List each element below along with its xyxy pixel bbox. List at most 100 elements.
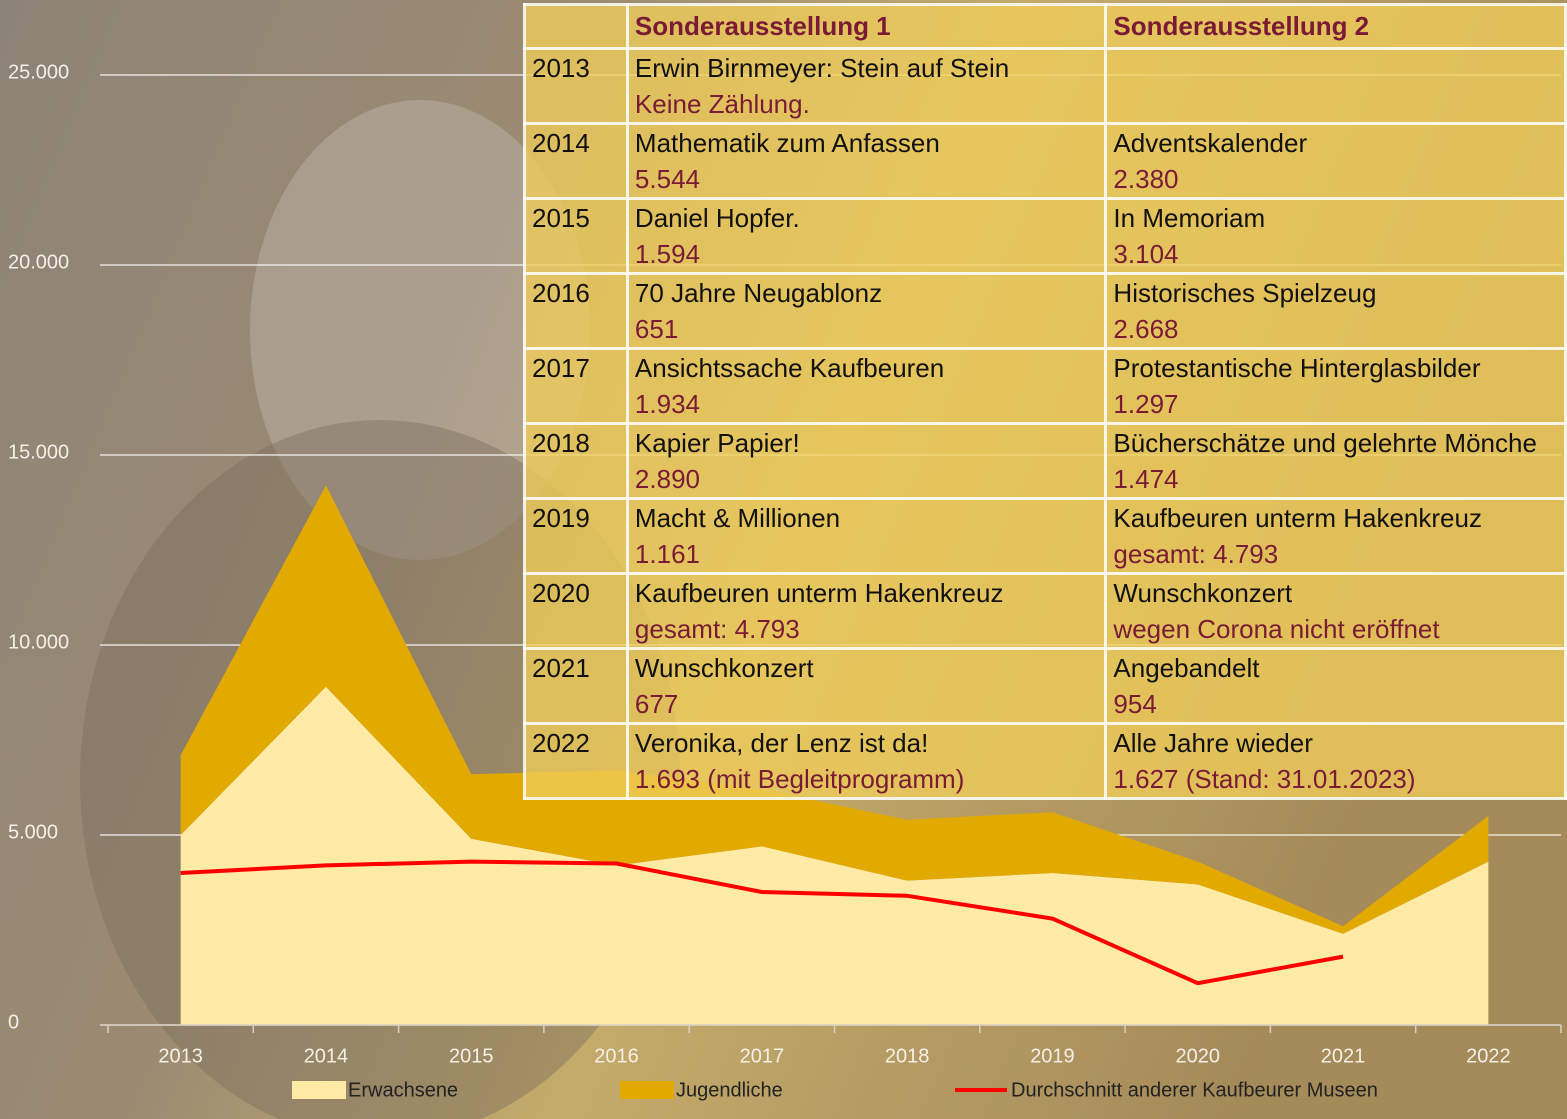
exhibition-table: Sonderausstellung 1 Sonderausstellung 2 … xyxy=(523,3,1567,800)
year-cell: 2021 xyxy=(523,647,629,725)
exhibit-title: Macht & Millionen xyxy=(634,503,841,533)
legend-label: Jugendliche xyxy=(676,1079,783,1101)
exhibit-visitors: gesamt: 4.793 xyxy=(634,614,800,644)
year-cell: 2016 xyxy=(523,272,629,350)
exhibit-cell: 70 Jahre Neugablonz 651 xyxy=(625,272,1108,350)
year-cell: 2013 xyxy=(523,47,629,125)
y-tick-label: 15.000 xyxy=(8,441,69,463)
exhibit-cell: Bücherschätze und gelehrte Mönche 1.474 xyxy=(1104,422,1567,500)
table-row: 2022 Veronika, der Lenz ist da! 1.693 (mit… xyxy=(523,722,1567,800)
table-row: 2019 Macht & Millionen 1.161 Kaufbeuren unt… xyxy=(523,497,1567,575)
exhibit-cell: Daniel Hopfer. 1.594 xyxy=(625,197,1108,275)
header-cell: Sonderausstellung 2 xyxy=(1104,3,1567,50)
exhibit-visitors: 1.474 xyxy=(1113,464,1179,494)
x-tick-label: 2020 xyxy=(1176,1045,1221,1067)
exhibit-cell: Kaufbeuren unterm Hakenkreuz gesamt: 4.79… xyxy=(1104,497,1567,575)
year-cell: 2015 xyxy=(523,197,629,275)
exhibit-visitors: 1.161 xyxy=(634,539,700,569)
year-cell: 2019 xyxy=(523,497,629,575)
table-row: 2014 Mathematik zum Anfassen 5.544 Adventsk… xyxy=(523,122,1567,200)
exhibit-visitors: 651 xyxy=(634,314,679,344)
table-header: Sonderausstellung 1 Sonderausstellung 2 xyxy=(523,3,1567,50)
exhibit-cell: Historisches Spielzeug 2.668 xyxy=(1104,272,1567,350)
exhibit-title: 70 Jahre Neugablonz xyxy=(634,278,883,308)
exhibit-title: Wunschkonzert xyxy=(1113,578,1293,608)
legend-swatch xyxy=(292,1081,346,1099)
exhibit-visitors: 677 xyxy=(634,689,679,719)
x-tick-label: 2013 xyxy=(158,1045,203,1067)
exhibit-title: Kaufbeuren unterm Hakenkreuz xyxy=(1113,503,1482,533)
exhibit-visitors: wegen Corona nicht eröffnet xyxy=(1113,614,1440,644)
exhibit-visitors: 1.594 xyxy=(634,239,700,269)
line xyxy=(180,859,1344,986)
exhibit-visitors: 2.668 xyxy=(1113,314,1179,344)
exhibit-title: Erwin Birnmeyer: Stein auf Stein xyxy=(634,53,1010,83)
exhibit-visitors: 5.544 xyxy=(634,164,700,194)
exhibit-title: Angebandelt xyxy=(1113,653,1260,683)
table-row: 2021 Wunschkonzert 677 Angebandelt 954 xyxy=(523,647,1567,725)
exhibit-title: Mathematik zum Anfassen xyxy=(634,128,940,158)
exhibit-visitors: 1.627 (Stand: 31.01.2023) xyxy=(1113,764,1416,794)
exhibit-visitors: 1.934 xyxy=(634,389,700,419)
exhibit-title: Historisches Spielzeug xyxy=(1113,278,1377,308)
exhibit-title: Bücherschätze und gelehrte Mönche xyxy=(1113,428,1537,458)
x-tick-label: 2022 xyxy=(1466,1045,1511,1067)
exhibit-title: Adventskalender xyxy=(1113,128,1308,158)
exhibit-cell: Wunschkonzert wegen Corona nicht eröffnet xyxy=(1104,572,1567,650)
exhibit-title: Protestantische Hinterglasbilder xyxy=(1113,353,1481,383)
table-row: 2020 Kaufbeuren unterm Hakenkreuz gesamt: … xyxy=(523,572,1567,650)
exhibit-cell: Kaufbeuren unterm Hakenkreuz gesamt: 4.79… xyxy=(625,572,1108,650)
y-tick-label: 5.000 xyxy=(8,821,58,843)
exhibit-cell: Mathematik zum Anfassen 5.544 xyxy=(625,122,1108,200)
area xyxy=(180,485,1489,934)
y-tick-label: 20.000 xyxy=(8,251,69,273)
year-cell: 2022 xyxy=(523,722,629,800)
exhibit-cell: In Memoriam 3.104 xyxy=(1104,197,1567,275)
x-tick-label: 2019 xyxy=(1030,1045,1075,1067)
exhibit-cell: Angebandelt 954 xyxy=(1104,647,1567,725)
exhibit-visitors: Keine Zählung. xyxy=(634,89,810,119)
exhibit-title: Veronika, der Lenz ist da! xyxy=(634,728,929,758)
table-row: 2018 Kapier Papier! 2.890 Bücherschätze und… xyxy=(523,422,1567,500)
background-figure xyxy=(250,100,590,560)
exhibit-cell: Adventskalender 2.380 xyxy=(1104,122,1567,200)
exhibit-title: In Memoriam xyxy=(1113,203,1266,233)
x-tick-label: 2016 xyxy=(594,1045,639,1067)
y-tick-label: 0 xyxy=(8,1011,19,1033)
exhibit-title: Kaufbeuren unterm Hakenkreuz xyxy=(634,578,1004,608)
table-row: 2013 Erwin Birnmeyer: Stein auf Stein Kein… xyxy=(523,47,1567,125)
exhibit-visitors: 1.693 (mit Begleitprogramm) xyxy=(634,764,965,794)
exhibit-cell: Kapier Papier! 2.890 xyxy=(625,422,1108,500)
x-tick-label: 2021 xyxy=(1321,1045,1366,1067)
legend-label: Erwachsene xyxy=(348,1079,458,1101)
exhibit-visitors: 2.380 xyxy=(1113,164,1179,194)
exhibit-visitors: gesamt: 4.793 xyxy=(1113,539,1279,569)
area xyxy=(180,686,1489,1025)
x-tick-label: 2018 xyxy=(885,1045,930,1067)
exhibit-title: Kapier Papier! xyxy=(634,428,800,458)
legend-label: Durchschnitt anderer Kaufbeurer Museen xyxy=(1011,1079,1378,1101)
table-row: 2016 70 Jahre Neugablonz 651 Historisches S… xyxy=(523,272,1567,350)
y-tick-label: 25.000 xyxy=(8,61,69,83)
exhibit-cell xyxy=(1104,47,1567,125)
year-cell: 2017 xyxy=(523,347,629,425)
exhibit-cell: Alle Jahre wieder 1.627 (Stand: 31.01.202… xyxy=(1104,722,1567,800)
exhibit-title: Wunschkonzert xyxy=(634,653,814,683)
exhibit-cell: Erwin Birnmeyer: Stein auf Stein Keine Zä… xyxy=(625,47,1108,125)
y-tick-label: 10.000 xyxy=(8,631,69,653)
exhibit-title: Ansichtssache Kaufbeuren xyxy=(634,353,945,383)
exhibit-visitors: 2.890 xyxy=(634,464,700,494)
year-cell: 2020 xyxy=(523,572,629,650)
exhibit-visitors: 954 xyxy=(1113,689,1157,719)
exhibit-cell: Macht & Millionen 1.161 xyxy=(625,497,1108,575)
exhibit-title: Alle Jahre wieder xyxy=(1113,728,1313,758)
header-cell: Sonderausstellung 1 xyxy=(625,3,1108,50)
table-row: 2017 Ansichtssache Kaufbeuren 1.934 Protest… xyxy=(523,347,1567,425)
x-tick-label: 2014 xyxy=(304,1045,349,1067)
x-tick-label: 2017 xyxy=(740,1045,785,1067)
table-row: 2015 Daniel Hopfer. 1.594 In Memoriam 3.104 xyxy=(523,197,1567,275)
exhibit-visitors: 1.297 xyxy=(1113,389,1179,419)
x-tick-label: 2015 xyxy=(449,1045,494,1067)
exhibit-cell: Protestantische Hinterglasbilder 1.297 xyxy=(1104,347,1567,425)
